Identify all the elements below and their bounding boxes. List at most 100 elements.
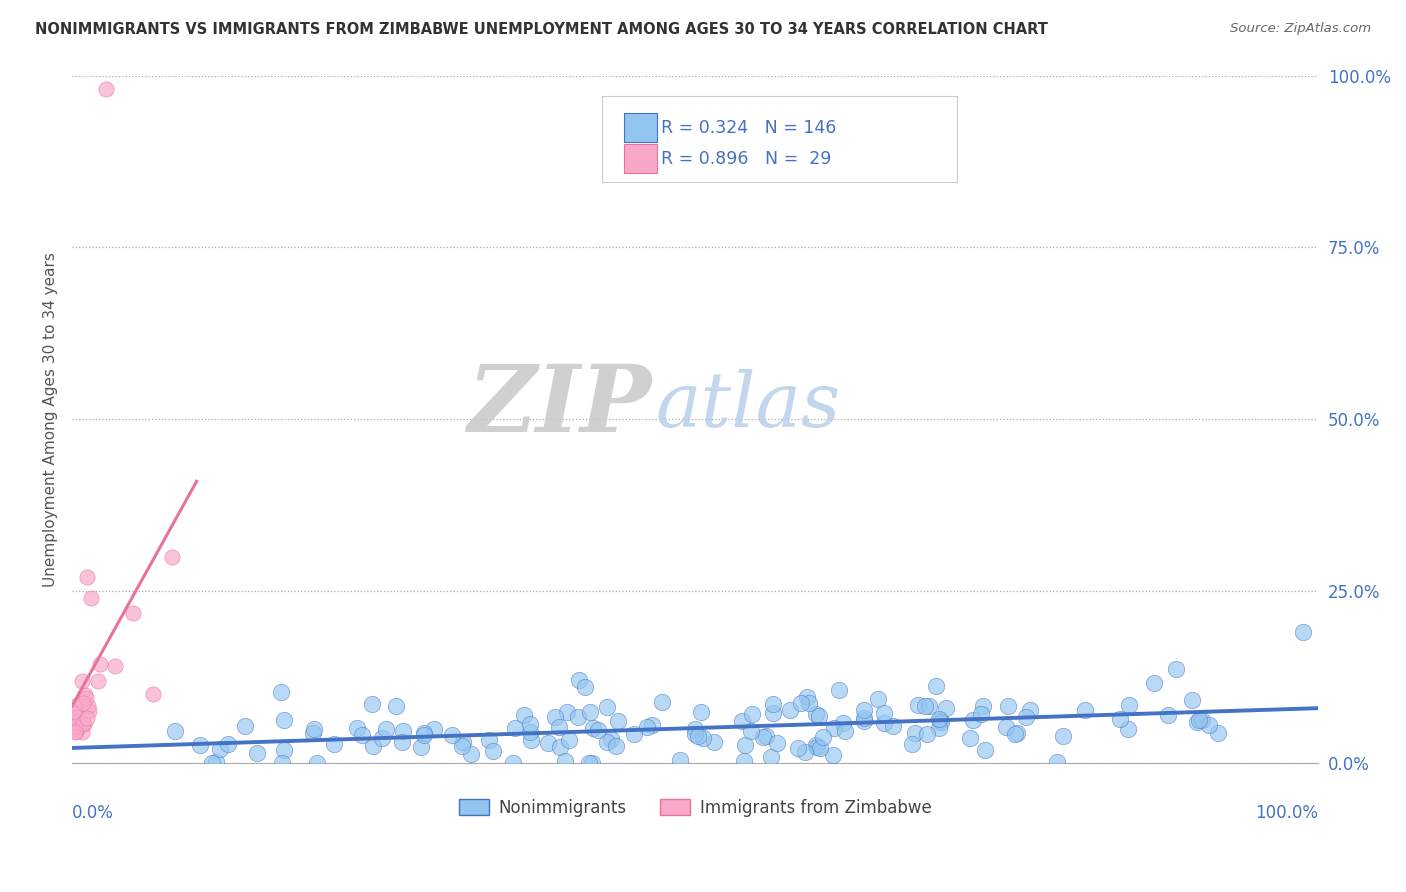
Point — [1018, 703, 1040, 717]
Point — [651, 695, 673, 709]
Point — [76, 710, 98, 724]
Point — [73, 689, 96, 703]
Point — [759, 750, 782, 764]
Point — [579, 705, 602, 719]
Text: Source: ZipAtlas.com: Source: ZipAtlas.com — [1230, 22, 1371, 36]
Point — [391, 735, 413, 749]
Point — [87, 674, 110, 689]
Point — [1185, 714, 1208, 729]
Point — [360, 697, 382, 711]
Legend: Nonimmigrants, Immigrants from Zimbabwe: Nonimmigrants, Immigrants from Zimbabwe — [451, 792, 938, 823]
Point — [547, 720, 569, 734]
Point — [766, 736, 789, 750]
Point — [689, 705, 711, 719]
Point — [823, 721, 845, 735]
Point — [513, 707, 536, 722]
Point — [901, 737, 924, 751]
Point — [502, 756, 524, 771]
Point — [413, 728, 436, 742]
Point — [595, 700, 617, 714]
Point — [567, 709, 589, 723]
Point — [270, 685, 292, 699]
Point — [63, 706, 86, 720]
Point — [519, 716, 541, 731]
Point — [503, 722, 526, 736]
Text: ZIP: ZIP — [467, 360, 651, 450]
FancyBboxPatch shape — [624, 145, 657, 173]
Point — [868, 692, 890, 706]
Point — [385, 699, 408, 714]
Point — [762, 706, 785, 720]
Point — [929, 714, 952, 729]
Point — [685, 727, 707, 741]
Point — [1052, 729, 1074, 743]
FancyBboxPatch shape — [624, 113, 657, 142]
Point — [754, 729, 776, 743]
Point — [804, 738, 827, 752]
Point — [793, 745, 815, 759]
Point — [163, 723, 186, 738]
Point — [790, 696, 813, 710]
Point — [76, 698, 98, 713]
Point — [907, 698, 929, 712]
Point — [301, 726, 323, 740]
Point — [973, 743, 995, 757]
Point — [752, 731, 775, 745]
Point — [323, 737, 346, 751]
Point — [302, 723, 325, 737]
Point — [63, 699, 86, 714]
Text: 100.0%: 100.0% — [1256, 805, 1319, 822]
Point — [873, 706, 896, 721]
Text: 0.0%: 0.0% — [72, 805, 114, 822]
Point — [779, 703, 801, 717]
Point — [972, 698, 994, 713]
Point — [361, 739, 384, 753]
Point — [808, 740, 831, 755]
Point — [1191, 713, 1213, 727]
Text: atlas: atlas — [655, 368, 841, 442]
Point — [201, 756, 224, 771]
Point — [70, 725, 93, 739]
Point — [205, 755, 228, 769]
Point — [797, 697, 820, 711]
Point — [811, 730, 834, 744]
Point — [1198, 717, 1220, 731]
Point — [796, 690, 818, 705]
Point — [453, 734, 475, 748]
Point — [786, 740, 808, 755]
Point — [544, 710, 567, 724]
Point — [536, 736, 558, 750]
Point — [959, 731, 981, 746]
Point — [65, 723, 87, 738]
Point — [686, 729, 709, 743]
Text: NONIMMIGRANTS VS IMMIGRANTS FROM ZIMBABWE UNEMPLOYMENT AMONG AGES 30 TO 34 YEARS: NONIMMIGRANTS VS IMMIGRANTS FROM ZIMBABW… — [35, 22, 1047, 37]
Point — [692, 731, 714, 745]
Point — [1188, 713, 1211, 727]
Point — [994, 720, 1017, 734]
Point — [80, 591, 103, 606]
Point — [273, 743, 295, 757]
Point — [208, 742, 231, 756]
Point — [352, 728, 374, 742]
Point — [520, 733, 543, 747]
Point — [832, 716, 855, 731]
Point — [346, 721, 368, 735]
Point — [1109, 712, 1132, 726]
Point — [607, 714, 630, 729]
Point — [962, 713, 984, 727]
Point — [413, 725, 436, 739]
Point — [1181, 692, 1204, 706]
Point — [600, 732, 623, 747]
Point — [550, 739, 572, 754]
Point — [915, 727, 938, 741]
Point — [273, 713, 295, 727]
Point — [76, 570, 98, 584]
Point — [121, 607, 143, 621]
Point — [703, 735, 725, 749]
Point — [440, 728, 463, 742]
Point — [731, 714, 754, 728]
Point — [1157, 707, 1180, 722]
Point — [733, 754, 755, 768]
Text: R = 0.324   N = 146: R = 0.324 N = 146 — [661, 119, 837, 136]
FancyBboxPatch shape — [602, 96, 957, 182]
